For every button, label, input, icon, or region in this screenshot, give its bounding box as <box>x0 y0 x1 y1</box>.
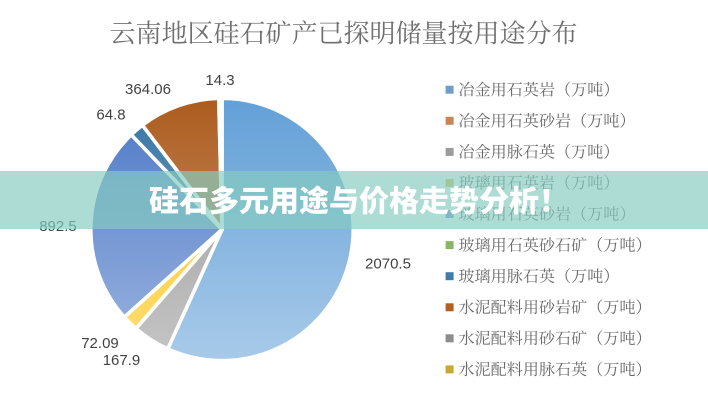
svg-text:364.06: 364.06 <box>125 81 171 98</box>
svg-text:167.9: 167.9 <box>103 352 141 369</box>
svg-text:2070.5: 2070.5 <box>365 256 411 273</box>
svg-text:14.3: 14.3 <box>205 72 234 89</box>
svg-text:72.09: 72.09 <box>81 335 119 352</box>
svg-text:64.8: 64.8 <box>96 107 125 124</box>
